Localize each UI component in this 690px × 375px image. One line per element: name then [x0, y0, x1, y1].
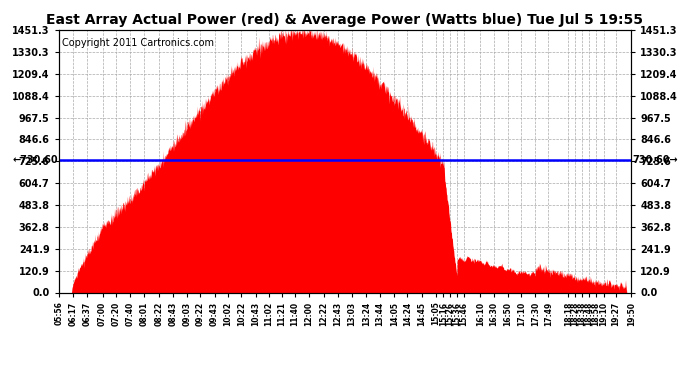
- Title: East Array Actual Power (red) & Average Power (Watts blue) Tue Jul 5 19:55: East Array Actual Power (red) & Average …: [46, 13, 644, 27]
- Text: Copyright 2011 Cartronics.com: Copyright 2011 Cartronics.com: [61, 38, 213, 48]
- Text: ←730.60: ←730.60: [12, 155, 58, 165]
- Text: 730.60→: 730.60→: [632, 155, 678, 165]
